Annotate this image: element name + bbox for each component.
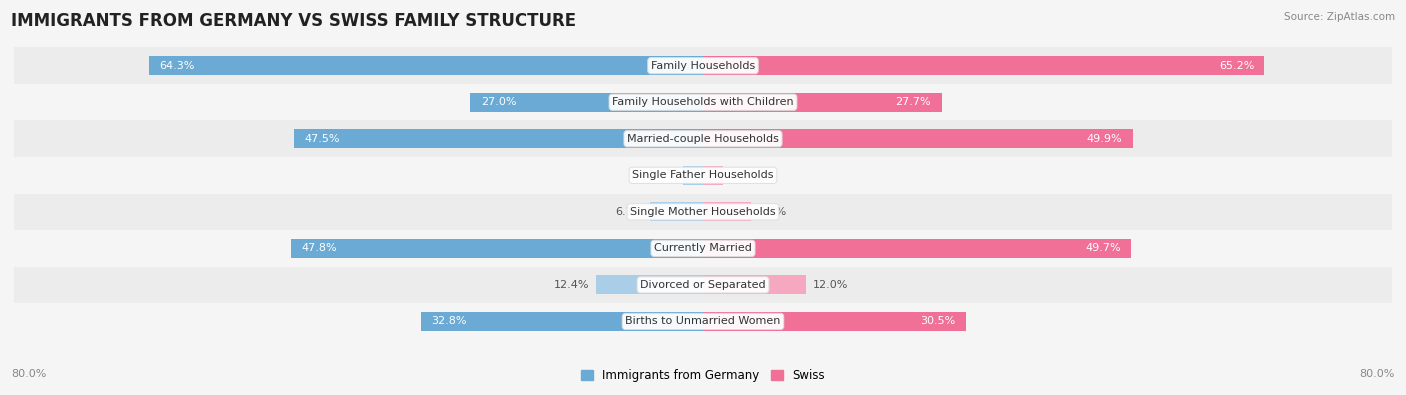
Text: 30.5%: 30.5%	[920, 316, 955, 326]
Bar	[683, 166, 703, 185]
Bar	[14, 157, 1392, 194]
Bar	[703, 312, 966, 331]
Text: Divorced or Separated: Divorced or Separated	[640, 280, 766, 290]
Bar	[703, 56, 1264, 75]
Text: Single Father Households: Single Father Households	[633, 170, 773, 180]
Text: Family Households: Family Households	[651, 61, 755, 71]
Bar	[14, 84, 1392, 120]
Text: Births to Unmarried Women: Births to Unmarried Women	[626, 316, 780, 326]
Text: Source: ZipAtlas.com: Source: ZipAtlas.com	[1284, 12, 1395, 22]
Bar	[149, 56, 703, 75]
Text: 12.4%: 12.4%	[554, 280, 589, 290]
Text: 12.0%: 12.0%	[813, 280, 849, 290]
Text: 5.6%: 5.6%	[758, 207, 786, 217]
Bar	[703, 202, 751, 221]
Bar	[14, 194, 1392, 230]
Text: 2.3%: 2.3%	[648, 170, 676, 180]
Text: Family Households with Children: Family Households with Children	[612, 97, 794, 107]
Bar	[14, 230, 1392, 267]
Text: Single Mother Households: Single Mother Households	[630, 207, 776, 217]
Text: Married-couple Households: Married-couple Households	[627, 134, 779, 144]
Bar	[14, 303, 1392, 340]
Bar	[703, 275, 807, 294]
Text: 32.8%: 32.8%	[430, 316, 467, 326]
Text: 2.3%: 2.3%	[730, 170, 758, 180]
Bar	[596, 275, 703, 294]
Bar	[703, 93, 942, 112]
Bar	[291, 239, 703, 258]
Bar	[14, 47, 1392, 84]
Bar	[703, 239, 1130, 258]
Text: 49.7%: 49.7%	[1085, 243, 1121, 253]
Text: 6.1%: 6.1%	[616, 207, 644, 217]
Text: 80.0%: 80.0%	[1360, 369, 1395, 379]
Text: 27.7%: 27.7%	[896, 97, 931, 107]
Bar	[420, 312, 703, 331]
Text: 47.5%: 47.5%	[304, 134, 340, 144]
Text: Currently Married: Currently Married	[654, 243, 752, 253]
Text: IMMIGRANTS FROM GERMANY VS SWISS FAMILY STRUCTURE: IMMIGRANTS FROM GERMANY VS SWISS FAMILY …	[11, 12, 576, 30]
Bar	[14, 267, 1392, 303]
Text: 47.8%: 47.8%	[302, 243, 337, 253]
Bar	[703, 166, 723, 185]
Text: 80.0%: 80.0%	[11, 369, 46, 379]
Text: 64.3%: 64.3%	[160, 61, 195, 71]
Bar	[703, 129, 1133, 148]
Bar	[14, 120, 1392, 157]
Text: 65.2%: 65.2%	[1219, 61, 1254, 71]
Bar	[651, 202, 703, 221]
Text: 27.0%: 27.0%	[481, 97, 516, 107]
Bar	[294, 129, 703, 148]
Bar	[471, 93, 703, 112]
Text: 49.9%: 49.9%	[1087, 134, 1122, 144]
Legend: Immigrants from Germany, Swiss: Immigrants from Germany, Swiss	[576, 364, 830, 386]
